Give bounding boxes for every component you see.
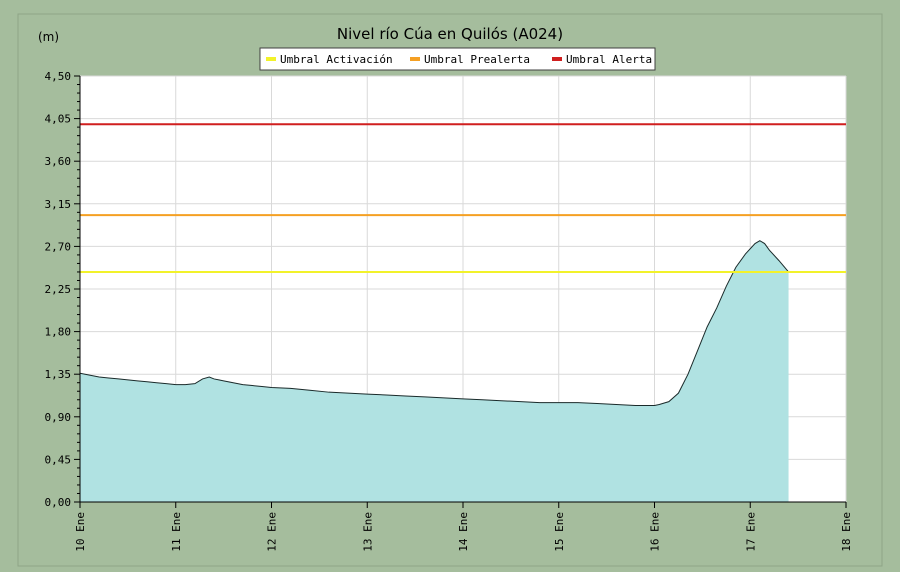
chart-frame-border — [17, 13, 883, 567]
y-tick-label: 0,00 — [45, 496, 72, 509]
legend-label: Umbral Prealerta — [424, 53, 530, 66]
y-tick-label: 0,90 — [45, 411, 72, 424]
y-tick-label: 4,05 — [45, 113, 72, 126]
y-tick-label: 0,45 — [45, 453, 72, 466]
legend-swatch — [266, 57, 276, 61]
legend-swatch — [552, 57, 562, 61]
x-tick-label: 12 Ene — [266, 512, 279, 552]
x-tick-label: 10 Ene — [74, 512, 87, 552]
x-tick-label: 11 Ene — [170, 512, 183, 552]
y-tick-label: 1,80 — [45, 326, 72, 339]
y-axis-ticks: 0,00 0,45 0,90 1,35 1,80 2,25 2,70 3,15 3,60 4,05… — [45, 70, 80, 509]
legend-label: Umbral Activación — [280, 53, 393, 66]
legend: Umbral Activación Umbral Prealerta Umbral … — [259, 47, 656, 71]
legend-box — [259, 47, 656, 71]
level-line — [79, 240, 789, 406]
y-tick-label: 3,15 — [45, 198, 72, 211]
x-tick-label: 13 Ene — [361, 512, 374, 552]
x-tick-label: 14 Ene — [457, 512, 470, 552]
legend-swatch — [410, 57, 420, 61]
y-tick-label: 2,70 — [45, 240, 72, 253]
y-tick-label: 4,50 — [45, 70, 72, 83]
chart-title: Nivel río Cúa en Quilós (A024) — [337, 25, 563, 43]
y-tick-label: 3,60 — [45, 155, 72, 168]
x-tick-label: 15 Ene — [553, 512, 566, 552]
legend-label: Umbral Alerta — [566, 53, 652, 66]
x-tick-label: 18 Ene — [840, 512, 853, 552]
x-tick-label: 17 Ene — [744, 512, 757, 552]
y-tick-label: 1,35 — [45, 368, 72, 381]
level-area — [80, 240, 789, 502]
series-layer — [79, 240, 789, 502]
y-axis-unit-label: (m) — [38, 30, 59, 44]
x-axis-ticks: 10 Ene 11 Ene 12 Ene 13 Ene 14 Ene 15 Ene 16 E… — [74, 502, 853, 552]
y-tick-label: 2,25 — [45, 283, 72, 296]
threshold-layer — [80, 123, 846, 273]
x-tick-label: 16 Ene — [649, 512, 662, 552]
